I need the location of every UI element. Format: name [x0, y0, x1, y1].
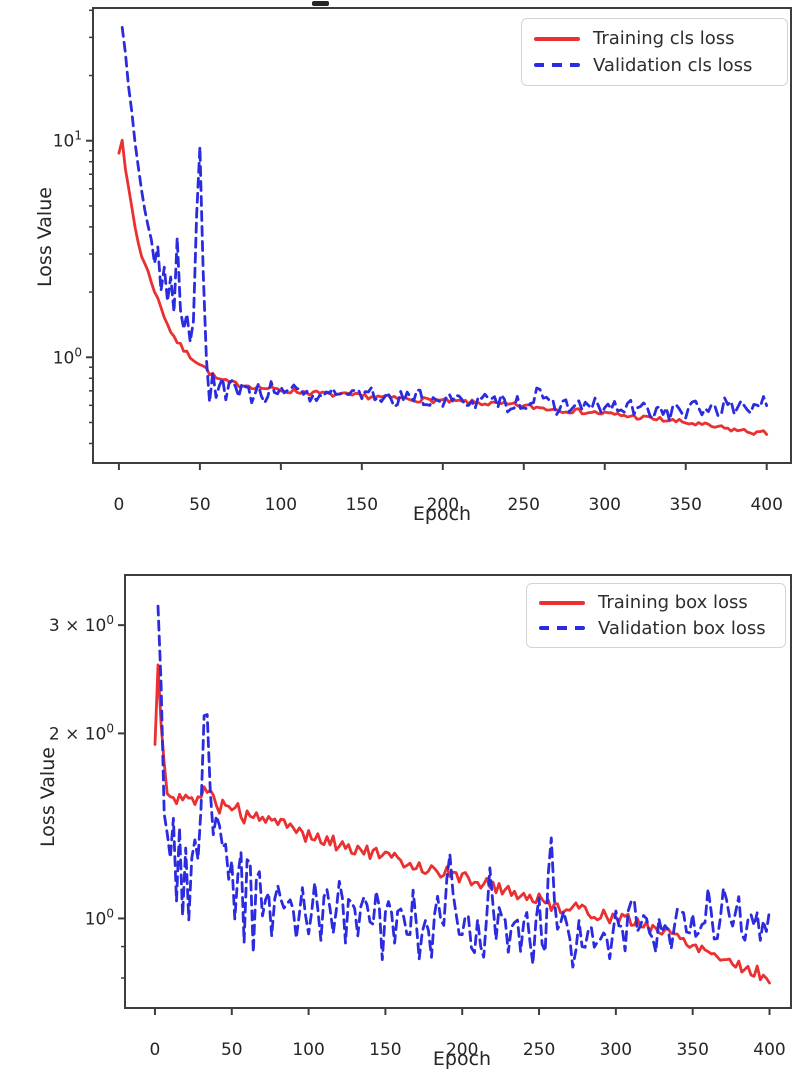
legend-label-training-cls: Training cls loss	[593, 28, 735, 50]
svg-text:150: 150	[346, 495, 378, 515]
legend-entry-validation-box: Validation box loss	[539, 618, 773, 639]
box-x-axis-label: Epoch	[432, 1048, 492, 1070]
svg-text:101: 101	[53, 129, 82, 152]
legend-label-validation-box: Validation box loss	[598, 617, 766, 639]
svg-text:100: 100	[292, 1040, 324, 1060]
svg-text:100: 100	[85, 906, 114, 929]
legend-label-training-box: Training box loss	[598, 592, 748, 614]
svg-text:250: 250	[508, 495, 540, 515]
svg-text:300: 300	[600, 1040, 632, 1060]
svg-text:150: 150	[369, 1040, 401, 1060]
cls-y-axis-label: Loss Value	[34, 187, 56, 287]
svg-text:250: 250	[523, 1040, 555, 1060]
box-legend: Training box loss Validation box loss	[526, 583, 786, 648]
red-solid-line-swatch	[539, 601, 585, 605]
legend-label-validation-cls: Validation cls loss	[593, 54, 753, 76]
svg-text:350: 350	[676, 1040, 708, 1060]
svg-text:100: 100	[265, 495, 297, 515]
svg-text:0: 0	[113, 495, 124, 515]
svg-text:400: 400	[750, 495, 782, 515]
legend-entry-training-cls: Training cls loss	[534, 28, 775, 49]
blue-dashed-line-swatch	[534, 63, 580, 67]
svg-text:400: 400	[753, 1040, 785, 1060]
svg-text:0: 0	[150, 1040, 161, 1060]
svg-text:350: 350	[670, 495, 702, 515]
legend-entry-training-box: Training box loss	[539, 592, 773, 613]
svg-text:3 × 100: 3 × 100	[49, 613, 114, 636]
blue-dashed-line-swatch	[539, 626, 585, 630]
svg-text:50: 50	[189, 495, 211, 515]
cls-legend: Training cls loss Validation cls loss	[521, 18, 788, 86]
legend-entry-validation-cls: Validation cls loss	[534, 55, 775, 76]
box-y-axis-label: Loss Value	[37, 747, 59, 847]
red-solid-line-swatch	[534, 37, 580, 41]
cropped-title-mark	[312, 1, 329, 6]
svg-text:300: 300	[589, 495, 621, 515]
cls-x-axis-label: Epoch	[412, 503, 472, 525]
svg-text:100: 100	[53, 345, 82, 368]
svg-text:50: 50	[221, 1040, 243, 1060]
